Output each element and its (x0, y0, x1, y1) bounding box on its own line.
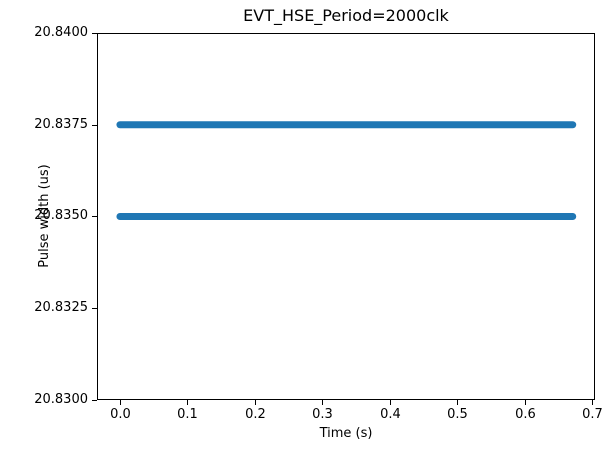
x-tick-label: 0.3 (312, 407, 333, 422)
x-tick-label: 0.0 (110, 407, 131, 422)
x-tick-label: 0.6 (515, 407, 536, 422)
x-tick-label: 0.1 (177, 407, 198, 422)
x-axis-label: Time (s) (319, 426, 373, 441)
chart-title: EVT_HSE_Period=2000clk (243, 6, 449, 25)
x-tick-label: 0.5 (447, 407, 468, 422)
y-tick-label: 20.8375 (34, 117, 88, 132)
x-tick-label: 0.7 (582, 407, 603, 422)
y-axis-label: Pulse width (us) (37, 164, 52, 268)
plot-border (97, 33, 595, 400)
y-tick-label: 20.8400 (34, 25, 88, 40)
y-tick-label: 20.8350 (34, 208, 88, 223)
y-tick-label: 20.8325 (34, 300, 88, 315)
y-tick-label: 20.8300 (34, 392, 88, 407)
x-tick-label: 0.2 (245, 407, 266, 422)
x-tick-label: 0.4 (380, 407, 401, 422)
